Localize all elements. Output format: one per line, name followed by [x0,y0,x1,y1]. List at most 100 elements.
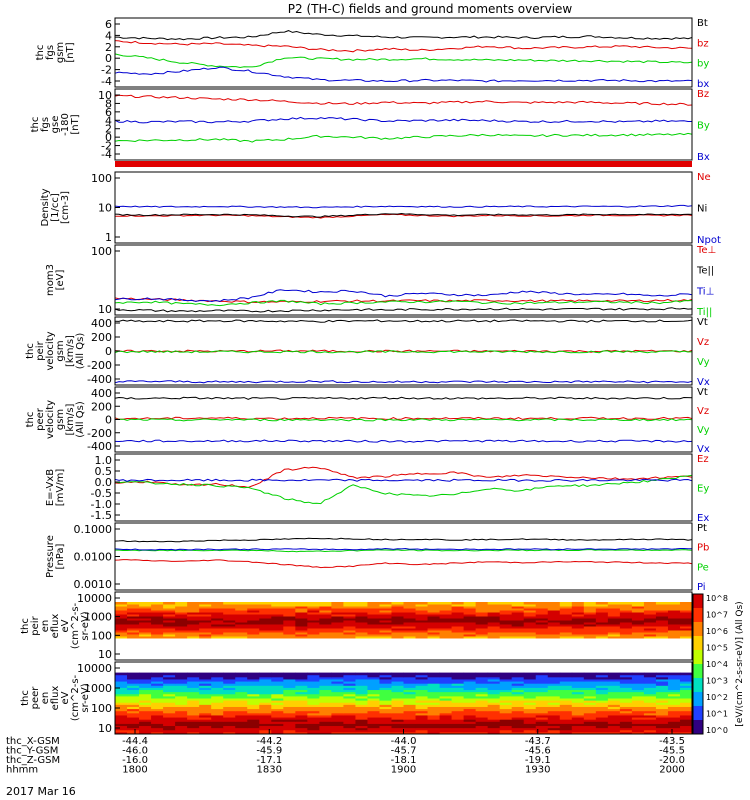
spectrogram-cell [499,616,513,619]
spectrogram-cell [127,618,140,621]
spectrogram-cell [571,618,585,621]
y-axis-label: eV [60,691,71,704]
spectrogram-cell [283,632,296,635]
spectrogram-cell [355,683,368,686]
spectrogram-cell [595,700,609,703]
spectrogram-cell [295,674,308,678]
spectrogram-cell [403,602,417,605]
spectrogram-cell [175,689,188,693]
spectrogram-cell [571,685,585,688]
spectrogram-cell [223,723,236,727]
spectrogram-cell [391,687,404,691]
spectrogram-cell [307,606,320,609]
spectrogram-cell [499,604,513,607]
spectrogram-cell [307,727,320,731]
spectrogram-cell [667,636,681,639]
spectrogram-cell [643,685,657,688]
legend-pb: Pb [697,543,709,554]
spectrogram-cell [475,674,489,678]
y-axis-label: fgs [40,117,51,132]
spectrogram-cell [295,604,308,607]
spectrogram-cell [403,612,417,615]
spectrogram-cell [463,710,477,714]
spectrogram-cell [499,683,513,686]
spectrogram-cell [667,723,681,727]
spectrogram-cell [295,624,308,627]
y-tick-label: -2 [101,64,112,77]
spectrogram-cell [247,685,260,688]
spectrogram-cell [283,614,296,617]
spectrogram-cell [127,714,140,718]
xaxis-value: -16.0 [122,755,148,766]
spectrogram-cell [367,706,380,710]
spectrogram-cell [379,676,392,680]
spectrogram-cell [367,700,380,703]
spectrogram-cell [511,624,525,627]
spectrogram-cell [463,721,477,724]
spectrogram-cell [523,672,537,676]
spectrogram-cell [523,689,537,693]
colorbar-tick: 10^1 [706,710,728,719]
spectrogram-cell [175,636,188,639]
spectrogram-cell [319,632,332,635]
spectrogram-cell [619,717,633,720]
spectrogram-cell [439,727,453,731]
spectrogram-cell [523,729,537,733]
spectrogram-cell [643,628,657,631]
spectrogram-cell [175,620,188,623]
spectrogram-cell [151,628,164,631]
series-bx-line [114,116,692,124]
spectrogram-cell [271,620,284,623]
spectrogram-cell [211,632,224,635]
spectrogram-cell [367,683,380,686]
spectrogram-cell [379,626,392,629]
spectrogram-cell [151,620,164,623]
legend-vx: Vx [697,377,710,388]
spectrogram-cell [523,622,537,625]
spectrogram-cell [211,714,224,718]
spectrogram-cell [655,628,669,631]
xaxis-value: -43.7 [525,736,551,747]
spectrogram-cell [367,702,380,705]
y-tick-label: 0 [105,52,112,65]
spectrogram-cell [163,706,176,710]
spectrogram-cell [403,626,417,629]
spectrogram-cell [607,719,621,722]
y-tick-label: -1.5 [91,509,112,522]
legend-vz: Vz [697,406,709,417]
spectrogram-cell [259,602,272,605]
spectrogram-cell [631,710,645,714]
spectrogram-cell [355,719,368,722]
spectrogram-cell [571,698,585,701]
spectrogram-cell [595,685,609,688]
spectrogram-cell [595,729,609,733]
spectrogram-cell [643,622,657,625]
spectrogram-cell [499,610,513,613]
spectrogram-cell [463,687,477,691]
spectrogram-cell [391,721,404,724]
spectrogram-cell [535,685,549,688]
spectrogram-cell [271,672,284,676]
spectrogram-cell [127,636,140,639]
spectrogram-cell [607,700,621,703]
spectrogram-cell [343,674,356,678]
spectrogram-cell [139,691,152,695]
spectrogram-cell [679,706,693,710]
spectrogram-cell [211,608,224,611]
spectrogram-cell [487,608,501,611]
spectrogram-cell [163,717,176,720]
spectrogram-cell [139,626,152,629]
y-axis-label: thc [35,45,46,61]
spectrogram-cell [295,616,308,619]
spectrogram-cell [619,626,633,629]
spectrogram-cell [163,676,176,680]
spectrogram-cell [295,620,308,623]
spectrogram-cell [595,693,609,697]
spectrogram-cell [127,729,140,733]
spectrogram-cell [139,616,152,619]
bfield-quality-bar [115,161,692,167]
y-tick-label: 4 [105,114,112,127]
spectrogram-cell [547,632,561,635]
spectrogram-cell [295,719,308,722]
spectrogram-cell [535,634,549,637]
